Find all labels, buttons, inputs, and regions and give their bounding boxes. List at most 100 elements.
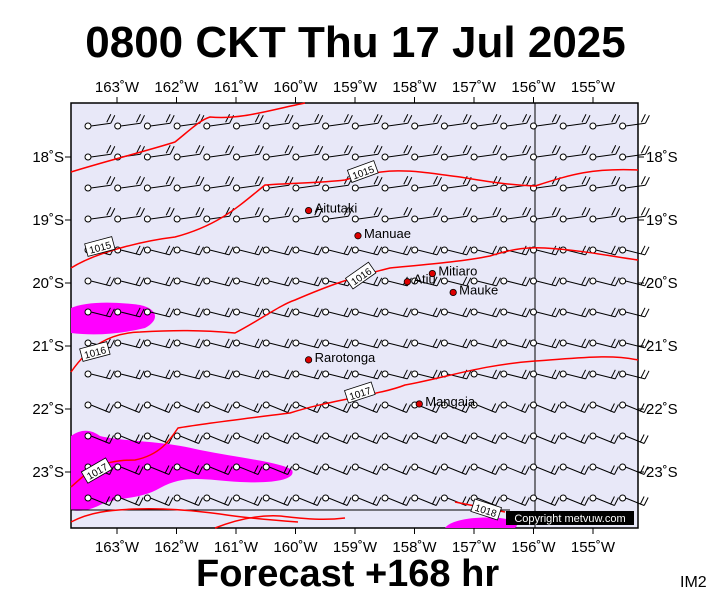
- wind-barb: [351, 494, 382, 506]
- wind-barb: [262, 463, 293, 475]
- wind-barb: [292, 432, 322, 444]
- wind-barb: [114, 432, 144, 444]
- wind-barb: [351, 206, 383, 223]
- wind-barb: [262, 338, 294, 349]
- lon-label-bottom: 155˚W: [571, 539, 616, 556]
- wind-barb: [262, 206, 294, 223]
- wind-barb: [233, 144, 264, 161]
- place-atiu: Atiu: [403, 272, 436, 287]
- wind-barb: [619, 206, 650, 223]
- wind-barb: [292, 206, 324, 223]
- place-rarotonga: Rarotonga: [304, 350, 376, 365]
- wind-barb: [84, 144, 116, 161]
- wind-barb: [322, 369, 353, 380]
- wind-barb: [114, 494, 144, 506]
- svg-text:Manuae: Manuae: [364, 226, 411, 241]
- lon-label-bottom: 163˚W: [95, 539, 140, 556]
- lon-label-bottom: 158˚W: [392, 539, 437, 556]
- copyright-text: Copyright metvuw.com: [514, 513, 625, 525]
- place-mangaia: Mangaia: [415, 394, 476, 409]
- wind-barb: [203, 206, 235, 223]
- isobar-line: [70, 508, 299, 523]
- wind-barb: [411, 369, 442, 380]
- wind-barb: [559, 175, 591, 192]
- wind-barb: [114, 463, 144, 475]
- wind-barb: [233, 338, 264, 349]
- wind-barb: [292, 144, 324, 161]
- place-mauke: Mauke: [449, 282, 498, 297]
- graticule-labels: 163˚W 163˚W 162˚W 162˚W 161˚W 161˚W 160˚W 160˚W…: [32, 79, 677, 556]
- wind-barb: [381, 245, 412, 256]
- wind-barb: [143, 276, 175, 287]
- wind-barb: [559, 401, 590, 413]
- wind-barb: [292, 494, 322, 506]
- wind-barb: [262, 276, 294, 287]
- wind-barb: [411, 206, 442, 223]
- wind-barb: [203, 494, 233, 506]
- wind-barb: [440, 463, 471, 475]
- wind-barb: [114, 276, 145, 287]
- wind-barb: [530, 401, 560, 413]
- lon-label-top: 156˚W: [511, 79, 556, 96]
- wind-barb: [173, 206, 205, 223]
- wind-barb: [233, 245, 264, 256]
- wind-barb: [173, 494, 204, 506]
- rain-area-south: [445, 517, 517, 528]
- lat-label-left: 21˚S: [32, 338, 64, 355]
- rain-areas: [71, 302, 517, 528]
- wind-barb: [233, 307, 264, 318]
- forecast-title: 0800 CKT Thu 17 Jul 2025: [85, 18, 626, 67]
- wind-barb: [143, 401, 174, 413]
- wind-barb: [411, 276, 442, 287]
- lat-label-right: 22˚S: [646, 401, 678, 418]
- wind-barb: [143, 113, 175, 130]
- wind-barb: [440, 432, 471, 444]
- lat-label-right: 23˚S: [646, 464, 678, 481]
- copyright-box: Copyright metvuw.com: [506, 511, 634, 525]
- lat-label-right: 18˚S: [646, 149, 678, 166]
- wind-barb: [411, 338, 442, 349]
- wind-barb: [84, 494, 114, 506]
- place-manuae: Manuae: [354, 226, 411, 241]
- wind-barb: [143, 432, 174, 444]
- wind-barb: [470, 276, 501, 287]
- wind-barb: [114, 175, 145, 192]
- wind-barb: [589, 276, 620, 287]
- wind-barb: [143, 463, 174, 475]
- wind-barb: [84, 307, 115, 318]
- wind-barb: [203, 432, 233, 444]
- wind-barb: [322, 144, 353, 161]
- wind-barb: [500, 338, 531, 349]
- wind-barb: [381, 494, 411, 506]
- wind-barb: [84, 175, 116, 192]
- wind-barb: [173, 432, 204, 444]
- svg-text:Mauke: Mauke: [459, 282, 498, 297]
- wind-barb: [500, 369, 531, 380]
- wind-barb: [173, 144, 205, 161]
- wind-barb: [500, 307, 531, 318]
- place-aitutaki: Aitutaki: [304, 201, 357, 216]
- wind-barb: [114, 206, 145, 223]
- wind-barb: [84, 206, 116, 223]
- wind-barb: [84, 276, 115, 287]
- wind-barb: [351, 144, 383, 161]
- wind-barb: [589, 175, 621, 192]
- wind-barb: [292, 401, 322, 413]
- wind-barb: [500, 463, 530, 475]
- wind-barb: [619, 463, 649, 475]
- wind-barb: [351, 401, 382, 413]
- isobar-line: [70, 356, 639, 488]
- wind-barb: [470, 144, 502, 161]
- wind-barb: [619, 113, 650, 130]
- wind-barb: [143, 494, 174, 506]
- wind-barb: [381, 369, 412, 380]
- wind-barb: [262, 494, 293, 506]
- wind-barb: [262, 144, 294, 161]
- wind-barb: [589, 401, 619, 413]
- wind-barb: [351, 369, 383, 380]
- wind-barb: [589, 307, 620, 318]
- wind-barb: [619, 369, 650, 380]
- wind-barb: [203, 338, 234, 349]
